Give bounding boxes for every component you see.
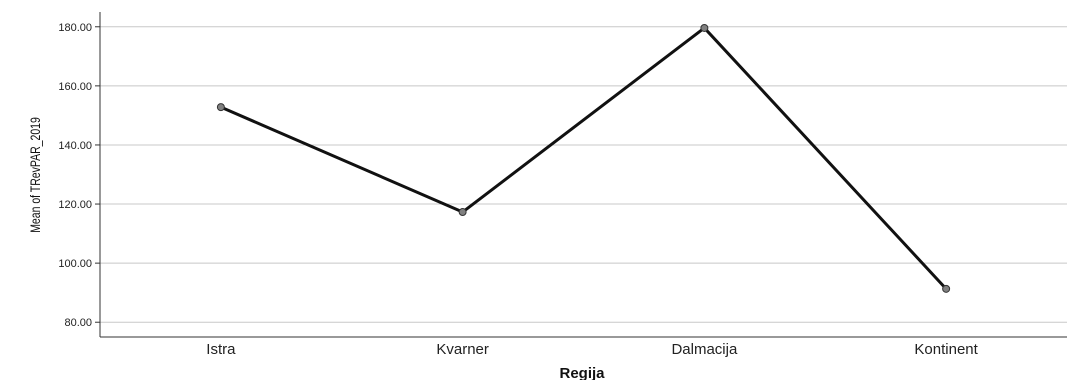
y-tick-label: 180.00: [58, 22, 92, 34]
x-category-label: Kontinent: [914, 341, 978, 358]
y-tick-label: 100.00: [58, 258, 92, 270]
axes: [95, 12, 1067, 338]
y-tick-labels: 80.00 100.00 120.00 140.00 160.00 180.00: [58, 22, 92, 329]
y-tick-label: 80.00: [64, 317, 92, 329]
data-point: [458, 208, 467, 217]
y-tick-label: 160.00: [58, 81, 92, 93]
x-category-label: Kvarner: [436, 341, 489, 358]
y-tick-label: 140.00: [58, 140, 92, 152]
y-tick-label: 120.00: [58, 199, 92, 211]
data-point: [942, 284, 951, 293]
data-point: [216, 103, 225, 112]
gridlines: [100, 26, 1067, 323]
x-category-label: Dalmacija: [671, 341, 738, 358]
series-line: [219, 26, 948, 291]
series: [216, 23, 951, 293]
x-category-label: Istra: [206, 341, 236, 358]
x-axis-title: Regija: [559, 365, 605, 380]
data-point: [700, 23, 709, 32]
y-axis-title: Mean of TRevPAR_2019: [28, 117, 44, 233]
x-category-labels: Istra Kvarner Dalmacija Kontinent: [206, 341, 978, 358]
